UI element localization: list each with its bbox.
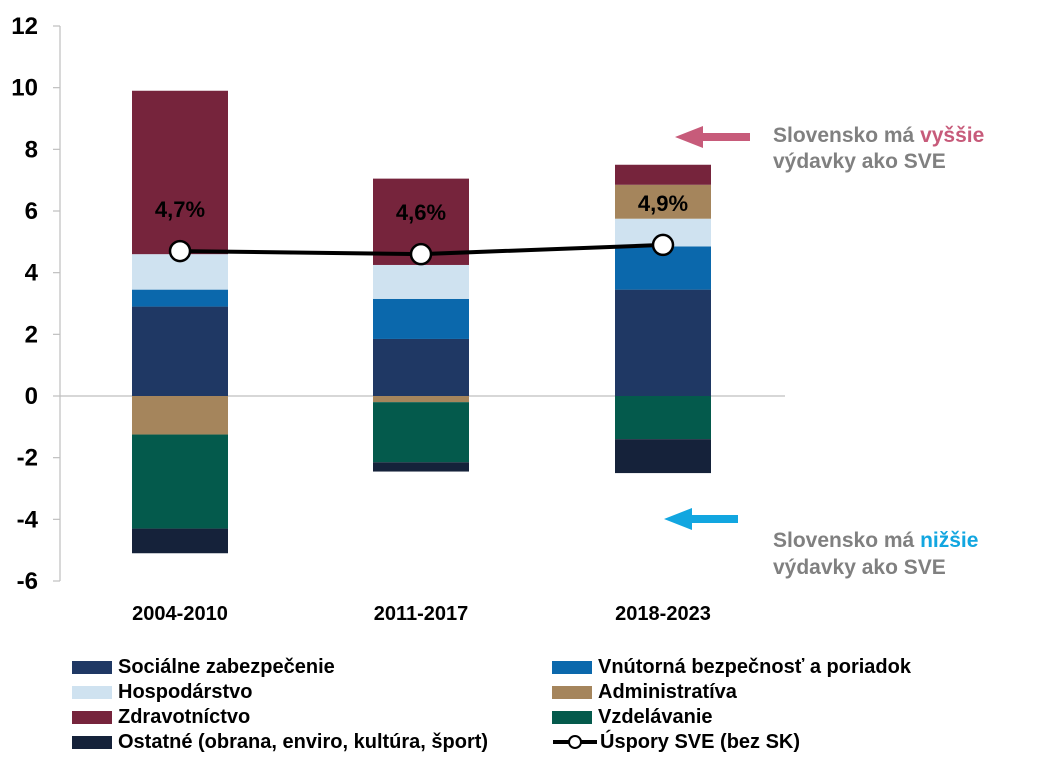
legend-swatch [552,660,592,674]
note-higher-highlight: vyššie [920,124,984,147]
bar-segment-zdr [132,90,228,255]
arrow-lower-icon [664,508,738,530]
note-lower-line1: Slovensko má nižšie [773,529,978,552]
legend-item-adm: Administratíva [552,679,737,705]
y-tick-label: -2 [17,445,38,472]
legend-label: Ostatné (obrana, enviro, kultúra, šport) [118,730,489,753]
legend-swatch [552,685,592,699]
legend-line-marker-icon [553,735,597,749]
bar-segment-ost [132,528,228,554]
legend-item-hos: Hospodárstvo [72,679,252,705]
note-higher-line2: výdavky ako SVE [773,150,946,173]
legend-item-vnu: Vnútorná bezpečnosť a poriadok [552,654,911,680]
note-lower-prefix: Slovensko má [773,529,920,552]
note-lower-highlight: nižšie [920,529,978,552]
savings-line-point-label: 4,6% [396,200,446,225]
y-tick-label: -6 [17,568,38,595]
bar-segment-adm [615,184,711,219]
legend-swatch [552,710,592,724]
bar-segment-adm [373,396,469,403]
y-tick-label: 2 [25,321,38,348]
legend-swatch [72,710,112,724]
y-tick-label: -4 [17,506,39,533]
bar-segment-soc [373,338,469,396]
legend-swatch [72,685,112,699]
savings-line-point [651,233,675,257]
legend-label: Hospodárstvo [118,680,253,703]
legend-label: Administratíva [598,680,737,703]
legend-line-circle [568,735,582,749]
legend-item-vzd: Vzdelávanie [552,704,713,730]
chart-svg: 12 10 8 6 4 2 0 -2 -4 -6 2004-2010 2011-2017 2018-20… [11,13,984,625]
legend-swatch [72,735,112,749]
savings-line-point [409,242,433,266]
bar-segment-soc [132,306,228,396]
note-higher-line1: Slovensko má vyššie [773,124,984,147]
y-tick-label: 6 [25,198,38,225]
legend-label: Vnútorná bezpečnosť a poriadok [598,655,911,678]
x-category-label: 2018-2023 [615,603,711,625]
y-tick-label: 8 [25,136,38,163]
bar-segment-ost [373,462,469,472]
bar-segment-hos [373,264,469,299]
legend-item-line: Úspory SVE (bez SK) [552,729,800,755]
bars [132,90,711,554]
bar-segment-vnu [132,289,228,307]
x-category-label: 2011-2017 [374,603,469,625]
bar-segment-vzd [132,434,228,529]
legend-label: Úspory SVE (bez SK) [600,730,801,753]
annotations: Slovensko má vyššie výdavky ako SVE Slov… [664,124,984,579]
arrow-higher-icon [675,126,750,148]
bar-segment-soc [615,289,711,396]
legend-item-zdr: Zdravotníctvo [72,704,250,730]
bar-segment-vnu [373,298,469,339]
x-category-label: 2004-2010 [132,603,228,625]
savings-line: 4,7% 4,6% 4,9% [155,191,688,266]
note-lower-line2: výdavky ako SVE [773,556,946,579]
legend-item-ost: Ostatné (obrana, enviro, kultúra, šport) [72,729,488,755]
bar-segment-ost [615,439,711,474]
savings-line-point [168,239,192,263]
bar-segment-vzd [373,402,469,463]
savings-line-point-label: 4,9% [638,191,688,216]
legend-label: Sociálne zabezpečenie [118,655,335,678]
savings-line-point-label: 4,7% [155,197,205,222]
legend-swatch [72,660,112,674]
bar-segment-vzd [615,396,711,440]
legend-label: Vzdelávanie [598,705,713,728]
note-higher-prefix: Slovensko má [773,124,920,147]
legend-item-soc: Sociálne zabezpečenie [72,654,335,680]
bar-segment-zdr [615,164,711,185]
y-tick-label: 4 [25,260,39,287]
bar-segment-adm [132,396,228,435]
y-tick-label: 10 [11,75,38,102]
y-tick-label: 12 [11,13,38,40]
y-tick-label: 0 [25,383,38,410]
legend-label: Zdravotníctvo [118,705,251,728]
